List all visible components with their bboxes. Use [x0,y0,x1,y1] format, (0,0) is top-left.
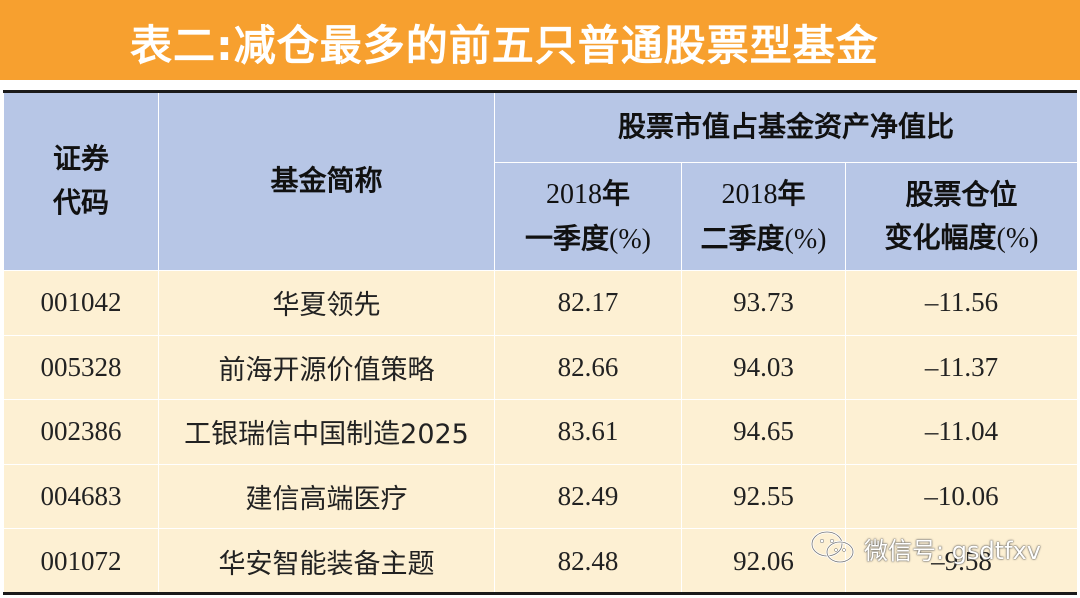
header-q1-label1: 年 [601,177,630,211]
cell-change: –11.04 [844,399,1079,465]
header-q1-unit: (%) [609,223,651,255]
cell-q1: 82.48 [494,528,682,595]
header-q2-year: 2018 [721,179,778,211]
table-row: 001072 华安智能装备主题 82.48 92.06 –9.58 [3,528,1079,595]
cell-code: 001072 [3,528,159,595]
header-code: 证券 代码 [3,90,159,271]
cell-name: 建信高端医疗 [158,463,495,530]
header-q1-label2: 一季度 [525,221,610,255]
header-change: 股票仓位 变化幅度(%) [844,162,1079,271]
header-change-line1: 股票仓位 [905,177,1018,211]
header-group: 股票市值占基金资产净值比 [493,90,1079,163]
cell-change: –10.06 [844,463,1079,530]
table-row: 004683 建信高端医疗 82.49 92.55 –10.06 [3,463,1079,530]
cell-code: 005328 [3,334,159,401]
cell-q2: 94.03 [681,334,846,401]
cell-q2: 93.73 [681,270,846,336]
header-q2: 2018年 二季度(%) [681,162,846,271]
cell-q1: 82.49 [494,463,682,530]
header-change-line2: 变化幅度 [884,221,997,254]
header-q1-year: 2018 [545,179,602,211]
cell-code: 004683 [3,463,159,530]
fund-table: 证券 代码 基金简称 股票市值占基金资产净值比 2018年 一季度(%) 201… [3,90,1079,595]
cell-code: 002386 [3,399,159,465]
cell-code: 001042 [3,270,159,336]
table-top-rule [3,90,1077,93]
cell-q1: 82.66 [494,334,682,401]
cell-q2: 92.06 [681,528,846,595]
cell-q2: 92.55 [681,463,846,530]
table-row: 001042 华夏领先 82.17 93.73 –11.56 [3,270,1079,336]
cell-name: 工银瑞信中国制造2025 [158,399,495,465]
table-title: 表二:减仓最多的前五只普通股票型基金 [130,21,879,70]
cell-change: –9.58 [844,528,1079,595]
header-q2-unit: (%) [784,223,827,255]
header-name: 基金简称 [158,90,495,271]
header-q1: 2018年 一季度(%) [494,162,682,271]
cell-name: 前海开源价值策略 [158,334,495,401]
cell-name: 华安智能装备主题 [158,528,495,595]
header-code-line1: 证券 [52,142,109,176]
table-row: 005328 前海开源价值策略 82.66 94.03 –11.37 [3,334,1079,401]
cell-q2: 94.65 [681,399,846,465]
header-change-unit: (%) [996,223,1039,254]
header-code-line2: 代码 [52,185,109,219]
divider [0,80,1080,90]
cell-q1: 83.61 [494,399,682,465]
cell-change: –11.37 [844,334,1079,401]
wechat-icon [810,530,855,564]
cell-name: 华夏领先 [158,270,495,336]
watermark: 微信号: gsdtfxv [810,530,1041,566]
header-q2-label1: 年 [777,177,806,211]
table-row: 002386 工银瑞信中国制造2025 83.61 94.65 –11.04 [3,399,1079,465]
cell-change: –11.56 [844,270,1079,336]
title-bar: 表二:减仓最多的前五只普通股票型基金 [0,0,1080,80]
header-q2-label2: 二季度 [700,221,785,255]
watermark-text: 微信号: gsdtfxv [864,536,1041,565]
table-bottom-rule [3,592,1077,595]
cell-q1: 82.17 [494,270,682,336]
